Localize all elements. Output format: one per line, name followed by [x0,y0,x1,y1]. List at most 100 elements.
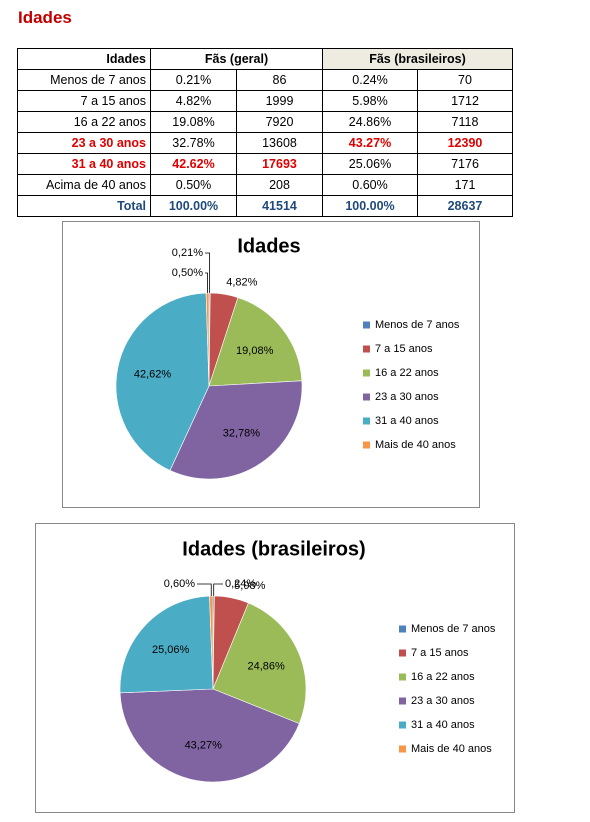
legend-label: Menos de 7 anos [375,319,460,331]
pie-slice [212,602,307,725]
table-cell: 100.00% [322,195,418,217]
leader-line [213,583,223,597]
table-header: Idades Fãs (geral) Fãs (brasileiros) [17,48,513,70]
header-cell: Fãs (geral) [150,48,323,70]
legend-swatch [399,649,406,657]
leader-line [197,583,212,597]
table-cell: 1712 [417,90,513,112]
page-title: Idades [18,8,72,27]
table-cell: 70 [417,69,513,91]
data-label: 0,24% [225,578,256,590]
data-label: 0,21% [172,247,203,259]
table-cell: 43.27% [322,132,418,154]
legend-label: 23 a 30 anos [375,391,439,403]
table-cell: 1999 [236,90,323,112]
table-row: 23 a 30 anos 32.78% 13608 43.27% 12390 [17,132,513,154]
table-cell: Total [17,195,151,217]
table-cell: 7920 [236,111,323,133]
header-cell: Idades [17,48,151,70]
data-label: 42,62% [134,368,172,380]
legend-label: Mais de 40 anos [411,743,492,755]
table-cell: 7 a 15 anos [17,90,151,112]
pie-chart: Idades 0,21% 4,82% 19,08% 32,78% 42,62% 0,50% M… [62,221,480,508]
legend-swatch [363,417,370,425]
legend-label: 7 a 15 anos [411,647,469,659]
legend-swatch [399,745,406,753]
legend-swatch [399,721,406,729]
table-cell: 0.60% [322,174,418,196]
data-label: 43,27% [185,740,223,752]
table-cell: 32.78% [150,132,237,154]
legend-label: 31 a 40 anos [411,719,475,731]
table-cell: 23 a 30 anos [17,132,151,154]
table-row: 31 a 40 anos 42.62% 17693 25.06% 7176 [17,153,513,175]
data-label: 0,50% [172,267,203,279]
legend-swatch [399,673,406,681]
data-label: 32,78% [223,428,261,440]
pie-slice [119,595,214,694]
chart-title: Idades [237,235,300,257]
leader-line [205,272,208,294]
pie-slice [205,292,210,387]
table-cell: 13608 [236,132,323,154]
legend-label: 16 a 22 anos [375,367,439,379]
table-cell: 12390 [417,132,513,154]
table-row: Menos de 7 anos 0.21% 86 0.24% 70 [17,69,513,91]
legend-swatch [399,625,406,633]
table-cell: 31 a 40 anos [17,153,151,175]
table-cell: 28637 [417,195,513,217]
legend-swatch [363,441,370,449]
legend-label: 31 a 40 anos [375,415,439,427]
leader-line [205,252,211,294]
legend-label: 7 a 15 anos [375,343,433,355]
table-cell: 25.06% [322,153,418,175]
table-cell: 100.00% [150,195,237,217]
legend-label: Menos de 7 anos [411,623,496,635]
table-cell: 86 [236,69,323,91]
table-cell: 208 [236,174,323,196]
table-cell: 0.24% [322,69,418,91]
legend-label: 23 a 30 anos [411,695,475,707]
table-cell: 41514 [236,195,323,217]
pie-slice [169,380,303,480]
table-cell: 19.08% [150,111,237,133]
header-cell: Fãs (brasileiros) [322,48,513,70]
chart-title: Idades (brasileiros) [182,538,365,560]
table-cell: 24.86% [322,111,418,133]
table-cell: 0.21% [150,69,237,91]
table-cell: 42.62% [150,153,237,175]
table-cell: 7176 [417,153,513,175]
table-cell: 171 [417,174,513,196]
pie-slice [208,297,303,387]
table-row: 7 a 15 anos 4.82% 1999 5.98% 1712 [17,90,513,112]
table-cell: 0.50% [150,174,237,196]
table-cell: 5.98% [322,90,418,112]
data-label: 25,06% [152,644,190,656]
data-label: 19,08% [236,345,274,357]
legend-swatch [363,369,370,377]
legend-swatch [363,393,370,401]
table-cell: 16 a 22 anos [17,111,151,133]
data-label: 0,60% [164,578,195,590]
data-label: 4,82% [226,276,257,288]
pie-slice [115,292,210,471]
table-cell: 17693 [236,153,323,175]
table-cell: 4.82% [150,90,237,112]
legend-swatch [399,697,406,705]
data-label: 24,86% [247,661,285,673]
data-table: Idades Fãs (geral) Fãs (brasileiros) Men… [17,48,513,217]
pie-slice [209,595,214,690]
table-row: 16 a 22 anos 19.08% 7920 24.86% 7118 [17,111,513,133]
data-label: 5,98% [234,580,265,592]
pie-chart: Idades (brasileiros) 0,24%5,98% 24,86% 43,2… [35,523,515,813]
table-cell: 7118 [417,111,513,133]
legend-label: 16 a 22 anos [411,671,475,683]
pie-slice [119,688,300,783]
legend-swatch [363,345,370,353]
table-row: Total 100.00% 41514 100.00% 28637 [17,195,513,217]
table-row: Acima de 40 anos 0.50% 208 0.60% 171 [17,174,513,196]
legend-label: Mais de 40 anos [375,439,456,451]
table-cell: Menos de 7 anos [17,69,151,91]
legend-swatch [363,321,370,329]
